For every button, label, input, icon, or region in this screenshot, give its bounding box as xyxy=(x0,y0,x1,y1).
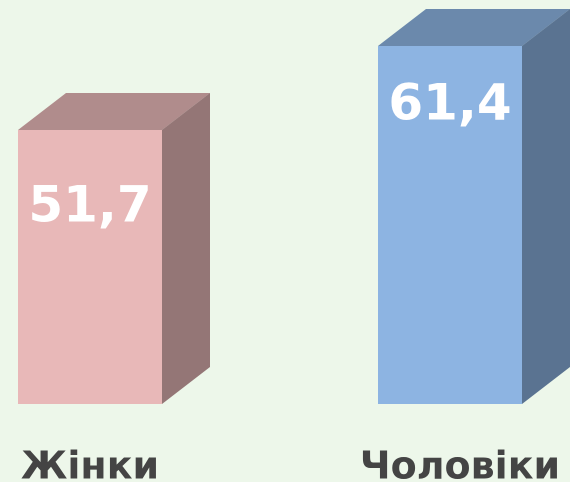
category-label: Жінки xyxy=(21,444,159,482)
bar xyxy=(378,8,570,404)
bar-side xyxy=(162,92,210,404)
value-label: 51,7 xyxy=(28,175,151,233)
value-label: 61,4 xyxy=(388,73,511,131)
bar-top xyxy=(378,8,570,46)
bar-front xyxy=(378,45,522,404)
bar xyxy=(18,92,210,404)
bar-top xyxy=(18,92,210,130)
bar-front xyxy=(18,129,162,404)
category-label: Чоловіки xyxy=(360,444,560,482)
bar-side xyxy=(522,8,570,404)
